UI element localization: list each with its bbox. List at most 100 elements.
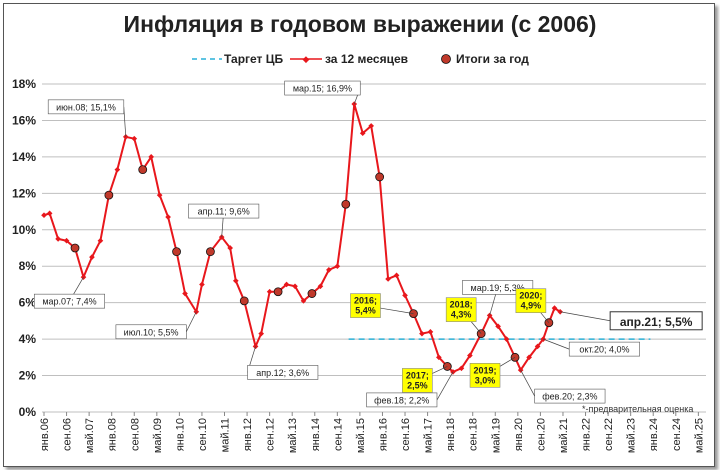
x-tick-label: май.13 [287, 418, 299, 453]
legend: Таргет ЦБ ◆ за 12 месяцев Итоги за год [192, 52, 529, 66]
annotation-leader [520, 369, 535, 397]
monthly-point [534, 343, 541, 350]
x-tick-label: янв.10 [174, 418, 186, 451]
monthly-point [467, 352, 473, 359]
monthly-point [334, 263, 341, 270]
monthly-point [266, 288, 273, 295]
yearly-callout-value: 3,0% [475, 375, 496, 385]
monthly-point [393, 272, 400, 279]
annotation-box [609, 311, 703, 331]
monthly-point [232, 277, 239, 284]
monthly-point [283, 281, 290, 288]
monthly-point [55, 236, 61, 242]
annotation-box [284, 80, 361, 96]
y-tick-label: 2% [19, 369, 37, 383]
yearly-callout-value: 4,9% [521, 301, 542, 311]
x-tick-label: май.15 [355, 418, 367, 453]
monthly-point [503, 336, 510, 342]
y-axis: 0% 2% 4% 6% 8% 10% 12% 14% 16% 18% [12, 77, 36, 419]
annotation-box [568, 341, 640, 357]
x-tick-label: янв.12 [242, 418, 254, 451]
annotation-label: фев.20; 2,3% [542, 392, 597, 402]
annotation-label: мар.07; 7,4% [42, 297, 96, 307]
yearly-point [375, 172, 385, 182]
annotation-label: апр.12; 3,6% [256, 368, 309, 378]
yearly-callout-year: 2018; [450, 300, 473, 310]
annotation-box [115, 324, 187, 340]
legend-yearly-label: Итоги за год [456, 52, 529, 66]
yearly-callout-box [515, 288, 547, 314]
annotation-label: июн.08; 15,1% [56, 102, 116, 112]
y-tick-label: 14% [12, 150, 36, 164]
monthly-point [165, 214, 171, 220]
monthly-point [458, 365, 465, 372]
monthly-point [46, 210, 53, 217]
x-tick-label: сен.12 [265, 418, 277, 451]
footnote: *-предварительная оценка [582, 404, 693, 414]
x-tick-label: сен.08 [129, 418, 141, 451]
monthly-line [43, 103, 561, 373]
chart-title: Инфляция в годовом выражении (с 2006) [124, 11, 597, 37]
monthly-point [41, 212, 47, 219]
annotation-label: окт.20; 4,0% [579, 345, 629, 355]
x-tick-label: янв.06 [39, 418, 51, 451]
monthly-point [131, 135, 138, 142]
x-tick-label: май.07 [84, 418, 96, 453]
annotation-box [247, 365, 319, 380]
yearly-callout-year: 2016; [354, 296, 377, 306]
annotation-leader [543, 338, 570, 350]
annotation-label: апр.21; 5,5% [620, 315, 693, 329]
legend-monthly-marker: ◆ [303, 54, 310, 64]
monthly-point [258, 330, 265, 337]
yearly-point [206, 247, 215, 257]
x-tick-label: янв.14 [310, 418, 322, 451]
x-tick-label: янв.16 [377, 418, 389, 451]
monthly-point [368, 123, 375, 129]
annotation-label: мар.19; 5,3% [471, 283, 525, 293]
annotation-leader [436, 371, 454, 401]
annotation-leader [560, 311, 611, 322]
yearly-callout-box [350, 293, 381, 318]
monthly-point [359, 130, 366, 137]
yearly-callout-box [445, 297, 477, 322]
y-tick-label: 0% [19, 405, 37, 419]
annotation-leader [185, 311, 197, 332]
yearly-callout-year: 2017; [406, 370, 429, 380]
monthly-point [300, 298, 307, 304]
yearly-callout-year: 2019; [474, 365, 497, 375]
y-tick-label: 12% [12, 186, 36, 200]
legend-yearly-marker [441, 54, 451, 64]
x-tick-label: янв.08 [107, 418, 119, 451]
annotation-label: июл.10; 5,5% [124, 327, 179, 337]
y-tick-label: 6% [19, 296, 37, 310]
monthly-point [89, 254, 95, 260]
monthly-point [427, 328, 434, 335]
annotation-box [33, 293, 105, 309]
yearly-point [138, 165, 148, 175]
monthly-point [317, 283, 324, 290]
x-tick-label: янв.20 [513, 418, 525, 451]
y-tick-label: 16% [12, 113, 36, 127]
legend-target-label: Таргет ЦБ [224, 52, 284, 66]
grid [42, 83, 706, 413]
yearly-callout-year: 2020; [519, 291, 542, 301]
x-tick-label: янв.24 [648, 418, 660, 451]
annotation-box [462, 280, 534, 295]
y-tick-label: 8% [19, 259, 37, 273]
monthly-point [326, 267, 332, 273]
legend-monthly-label: за 12 месяцев [325, 52, 408, 66]
x-tick-label: сен.10 [197, 418, 209, 451]
x-tick-label: май.23 [626, 418, 638, 453]
annotation-label: фев.18; 2,2% [374, 395, 429, 405]
x-tick-label: май.17 [423, 418, 435, 453]
annotation-box [534, 388, 606, 404]
yearly-point [239, 296, 249, 306]
monthly-point [495, 323, 501, 330]
monthly-point [182, 290, 188, 297]
x-tick-label: май.21 [558, 418, 570, 453]
monthly-point [551, 305, 558, 311]
x-tick-label: сен.20 [535, 418, 547, 451]
annotation-leader [123, 106, 127, 137]
annotation-label: мар.15; 16,9% [293, 84, 352, 94]
y-tick-label: 4% [19, 332, 37, 346]
